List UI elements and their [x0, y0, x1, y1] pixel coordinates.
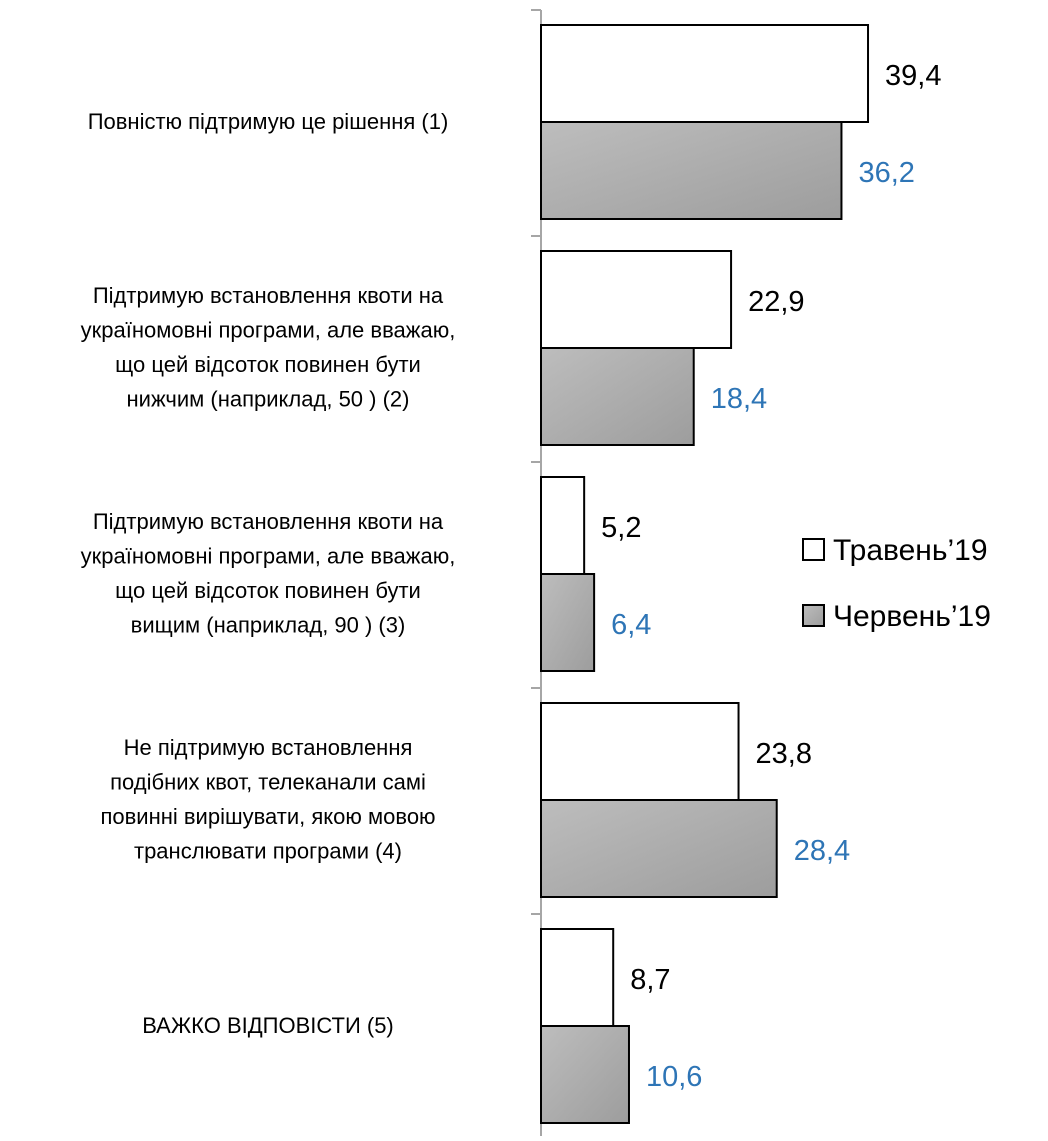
- bar: [540, 928, 615, 1027]
- value-label: 10,6: [646, 1061, 702, 1093]
- category-label: вищим (наприклад, 90 ) (3): [131, 613, 406, 638]
- bar: [540, 250, 733, 349]
- value-label: 18,4: [711, 383, 767, 415]
- bar: [540, 476, 586, 575]
- value-label: 36,2: [858, 157, 914, 189]
- category-label: україномовні програми, але вважаю,: [81, 318, 456, 343]
- value-label: 22,9: [748, 286, 804, 318]
- bar: [540, 1025, 630, 1124]
- category-label: ВАЖКО ВІДПОВІСТИ (5): [142, 1013, 394, 1038]
- legend-swatch: [802, 604, 825, 627]
- category-label: україномовні програми, але вважаю,: [81, 544, 456, 569]
- category-label: нижчим (наприклад, 50 ) (2): [127, 387, 410, 412]
- category-label: Підтримую встановлення квоти на: [93, 509, 444, 534]
- category-label: що цей відсоток повинен бути: [115, 352, 421, 377]
- category-label: повинні вирішувати, якою мовою: [100, 804, 435, 829]
- bar: [540, 347, 695, 446]
- bar: [540, 573, 596, 672]
- value-label: 23,8: [756, 738, 812, 770]
- bar: [540, 702, 740, 801]
- category-label: транслювати програми (4): [134, 839, 402, 864]
- category-label: Підтримую встановлення квоти на: [93, 283, 444, 308]
- value-label: 5,2: [601, 512, 641, 544]
- category-label: Не підтримую встановлення: [124, 735, 413, 760]
- bar: [540, 24, 870, 123]
- category-label: Повністю підтримую це рішення (1): [88, 109, 449, 134]
- value-label: 39,4: [885, 60, 941, 92]
- value-label: 28,4: [794, 835, 850, 867]
- legend-label: Червень’19: [833, 600, 991, 633]
- bar: [540, 121, 843, 220]
- category-label: подібних квот, телеканали самі: [110, 770, 426, 795]
- legend-swatch: [802, 538, 825, 561]
- value-label: 6,4: [611, 609, 651, 641]
- bar: [540, 799, 778, 898]
- legend-label: Травень’19: [833, 534, 988, 567]
- category-label: що цей відсоток повинен бути: [115, 578, 421, 603]
- value-label: 8,7: [630, 964, 670, 996]
